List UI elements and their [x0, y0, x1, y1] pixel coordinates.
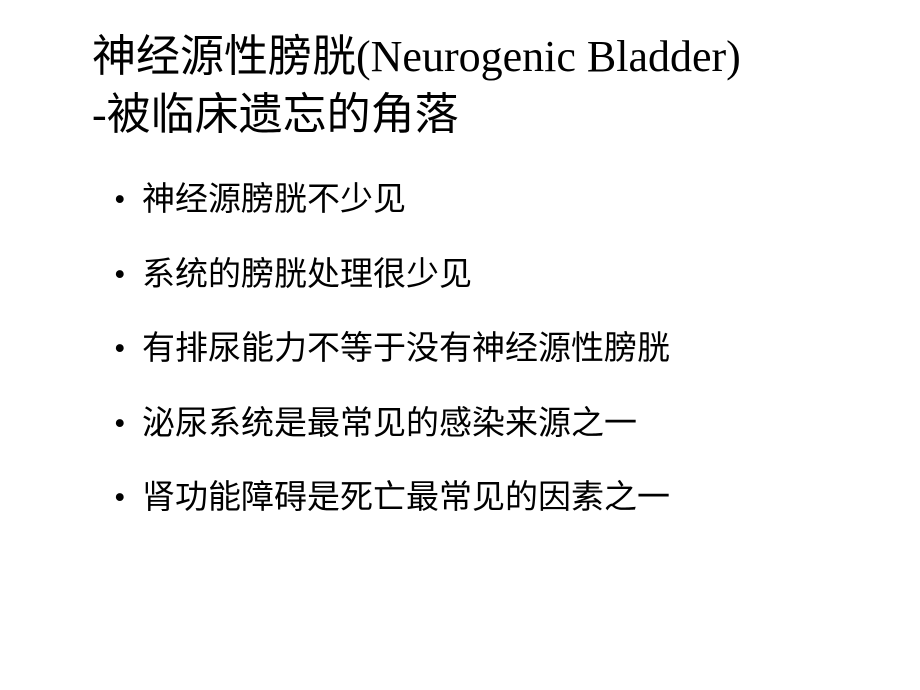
slide-title-block: 神经源性膀胱(Neurogenic Bladder) -被临床遗忘的角落 — [92, 28, 860, 144]
bullet-item: 系统的膀胱处理很少见 — [114, 253, 860, 298]
bullet-item: 神经源膀胱不少见 — [114, 178, 860, 223]
slide-title-line-2: -被临床遗忘的角落 — [92, 86, 860, 144]
bullet-list: 神经源膀胱不少见 系统的膀胱处理很少见 有排尿能力不等于没有神经源性膀胱 泌尿系… — [114, 178, 860, 521]
slide-title-line-1: 神经源性膀胱(Neurogenic Bladder) — [92, 32, 741, 81]
bullet-item: 泌尿系统是最常见的感染来源之一 — [114, 402, 860, 447]
bullet-item: 肾功能障碍是死亡最常见的因素之一 — [114, 476, 860, 521]
bullet-item: 有排尿能力不等于没有神经源性膀胱 — [114, 327, 860, 372]
slide: 神经源性膀胱(Neurogenic Bladder) -被临床遗忘的角落 神经源… — [0, 0, 920, 690]
